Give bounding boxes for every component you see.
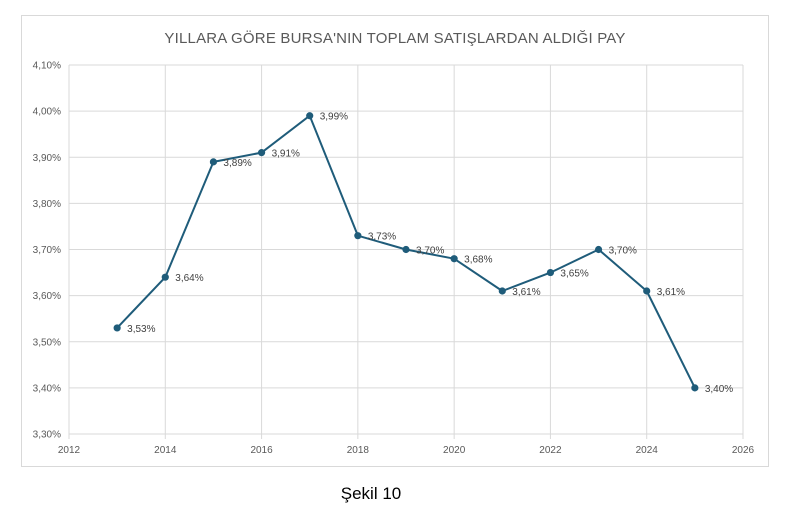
x-tick-label: 2020 (443, 445, 466, 456)
x-tick-label: 2012 (58, 445, 81, 456)
y-tick-label: 4,00% (33, 107, 61, 118)
data-label: 3,73% (368, 232, 396, 243)
x-tick-label: 2024 (636, 445, 659, 456)
y-tick-label: 4,10% (33, 61, 61, 72)
data-point (450, 255, 458, 263)
data-label: 3,61% (657, 287, 685, 298)
data-label: 3,70% (609, 246, 637, 257)
data-label: 3,91% (272, 149, 300, 160)
data-label: 3,68% (464, 255, 492, 266)
data-point (546, 268, 555, 277)
x-tick-label: 2022 (539, 445, 562, 456)
data-point (209, 158, 218, 166)
chart-frame (21, 15, 769, 467)
x-tick-label: 2016 (250, 445, 273, 456)
data-point (354, 232, 362, 240)
data-label: 3,40% (705, 384, 733, 395)
data-point (306, 112, 314, 120)
data-point (643, 287, 651, 295)
data-point (161, 273, 169, 281)
data-point (257, 149, 266, 157)
data-point (691, 384, 699, 392)
y-tick-label: 3,90% (33, 153, 61, 164)
chart-title: YILLARA GÖRE BURSA'NIN TOPLAM SATIŞLARDA… (164, 30, 626, 47)
y-tick-label: 3,50% (33, 337, 61, 348)
data-label: 3,99% (320, 112, 348, 123)
y-tick-label: 3,70% (33, 245, 61, 256)
y-tick-label: 3,60% (33, 291, 61, 302)
data-label: 3,65% (560, 269, 588, 280)
data-label: 3,70% (416, 246, 444, 257)
y-tick-label: 3,80% (33, 199, 61, 210)
x-tick-label: 2026 (732, 445, 755, 456)
data-label: 3,64% (175, 273, 203, 284)
data-label: 3,89% (223, 158, 251, 169)
data-label: 3,61% (512, 287, 540, 298)
data-point (113, 324, 121, 332)
x-tick-label: 2018 (347, 445, 370, 456)
y-tick-label: 3,30% (33, 430, 61, 441)
y-tick-label: 3,40% (33, 383, 61, 394)
x-tick-label: 2014 (154, 445, 177, 456)
figure-caption: Şekil 10 (340, 484, 402, 503)
data-label: 3,53% (127, 324, 155, 335)
data-point (498, 287, 506, 295)
data-point (594, 245, 603, 254)
data-point (402, 245, 410, 254)
